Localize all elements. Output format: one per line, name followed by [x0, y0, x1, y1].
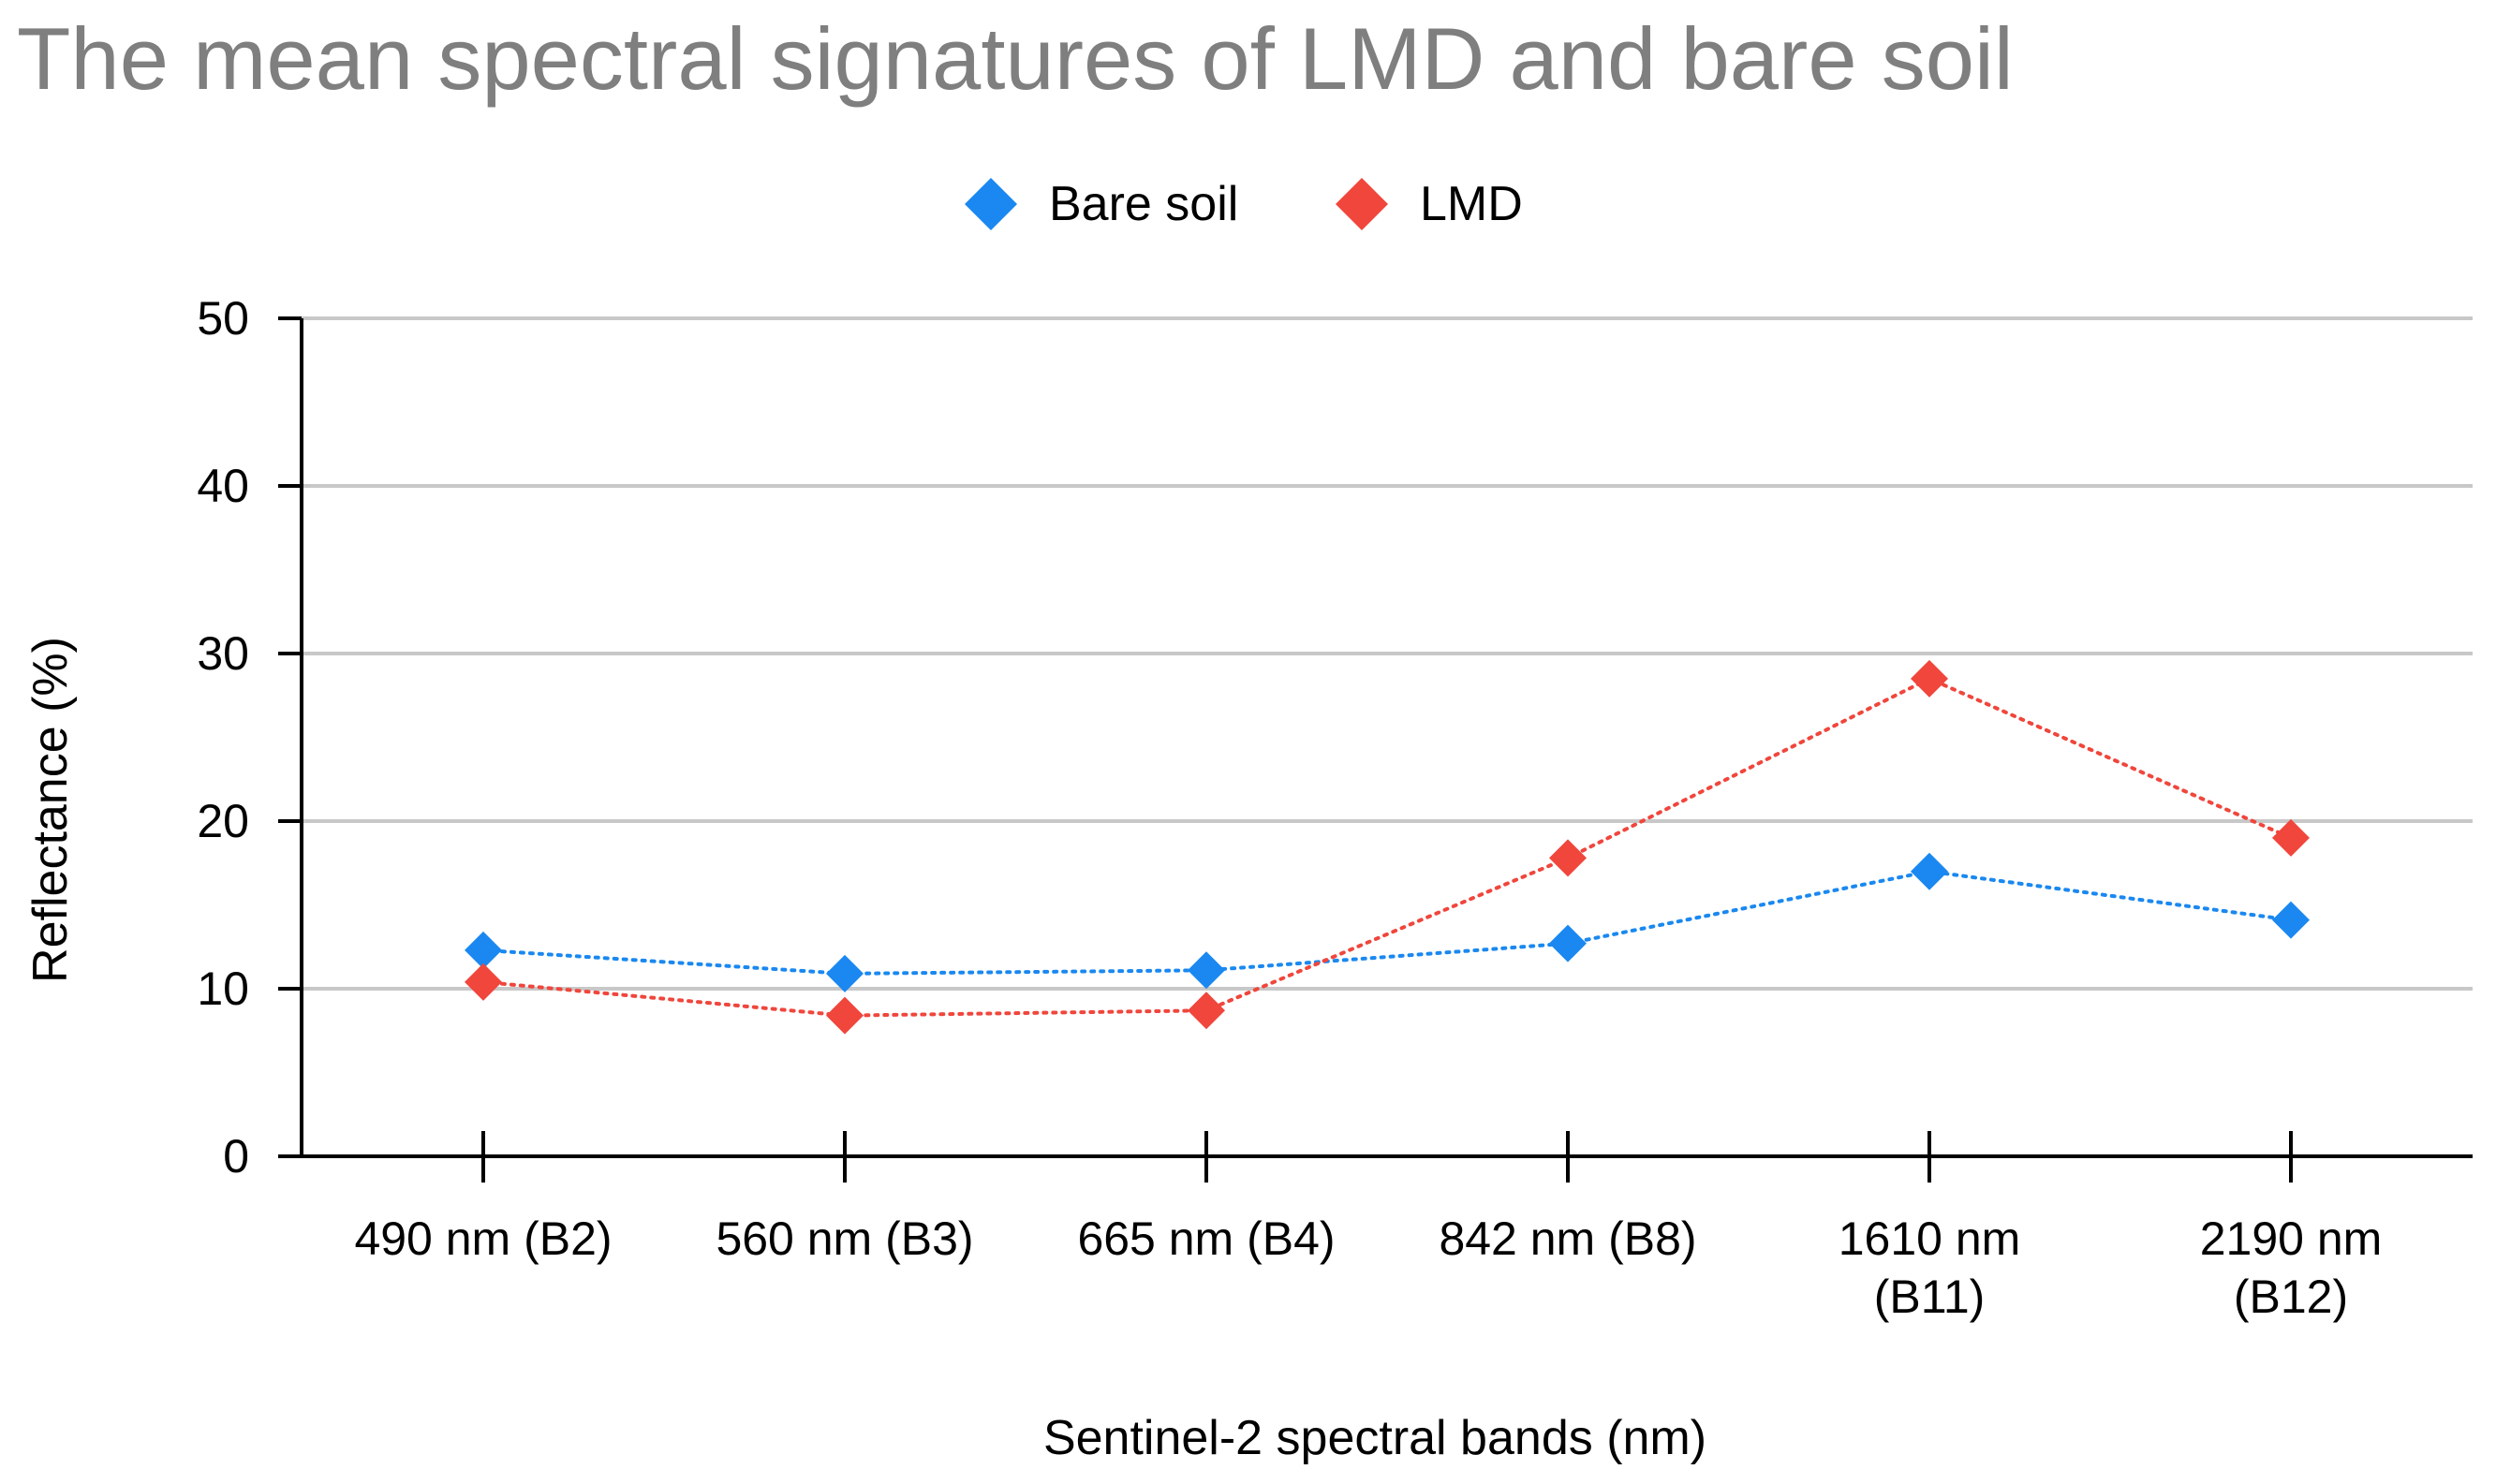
data-point: [465, 962, 502, 1001]
gridlines: [302, 316, 2473, 991]
data-point: [826, 954, 864, 992]
legend-item-lmd: LMD: [1336, 177, 1523, 231]
data-point: [826, 996, 864, 1035]
series-lmd: [465, 659, 2310, 1035]
series-bare-soil: [465, 852, 2310, 992]
x-tick-label: 2190 nm (B12): [2200, 1212, 2383, 1323]
x-axis-label: Sentinel-2 spectral bands (nm): [1043, 1411, 1706, 1465]
data-point: [1911, 852, 1948, 890]
x-tick-label: 665 nm (B4): [1077, 1212, 1335, 1265]
data-point: [1911, 659, 1948, 698]
data-point: [1188, 951, 1225, 990]
x-tick-label: 490 nm (B2): [354, 1212, 612, 1265]
y-tick-label: 30: [197, 627, 249, 680]
data-point: [2272, 818, 2310, 857]
y-axis-label: Reflectance (%): [23, 637, 78, 983]
series-layer: [465, 659, 2310, 1035]
legend-marker: [965, 178, 1017, 230]
x-tick-label: 1610 nm (B11): [1839, 1212, 2021, 1323]
legend: Bare soil LMD: [965, 177, 1523, 231]
data-point: [2272, 901, 2310, 939]
data-point: [465, 931, 502, 969]
y-tick-label: 10: [197, 962, 249, 1015]
y-tick-label: 20: [197, 795, 249, 847]
x-tick-label: 560 nm (B3): [716, 1212, 973, 1265]
legend-label: LMD: [1420, 177, 1523, 231]
data-point: [1549, 839, 1587, 877]
axes: 0 10 20 30 40 50 490 nm (B2) 560 nm (B3) 665 nm …: [197, 292, 2473, 1323]
legend-item-bare-soil: Bare soil: [965, 177, 1238, 231]
legend-marker: [1336, 178, 1388, 230]
series-line: [481, 869, 2293, 976]
y-tick-label: 40: [197, 460, 249, 512]
y-tick-label: 0: [223, 1130, 249, 1183]
y-tick-label: 50: [197, 292, 249, 345]
data-point: [1188, 992, 1225, 1030]
series-line: [481, 676, 2293, 1018]
chart-title: The mean spectral signatures of LMD and …: [17, 9, 2014, 108]
data-point: [1549, 924, 1587, 962]
x-tick-label: 842 nm (B8): [1439, 1212, 1696, 1265]
legend-label: Bare soil: [1049, 177, 1238, 231]
